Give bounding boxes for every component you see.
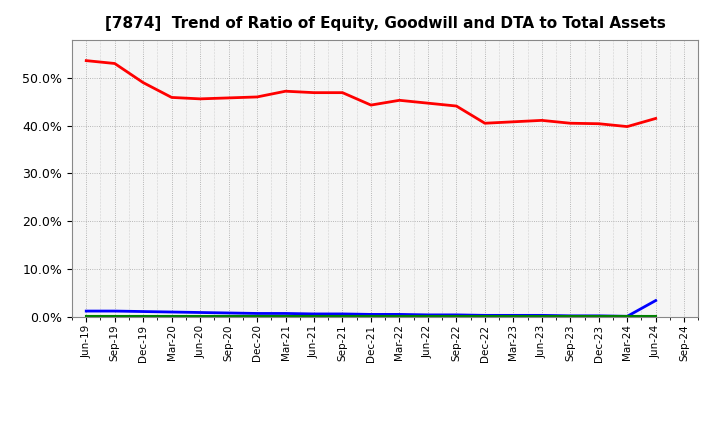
Deferred Tax Assets [338, 313, 347, 319]
Goodwill [110, 308, 119, 314]
Goodwill [196, 310, 204, 315]
Equity [566, 121, 575, 126]
Deferred Tax Assets [253, 313, 261, 319]
Deferred Tax Assets [110, 313, 119, 319]
Deferred Tax Assets [595, 313, 603, 319]
Equity [623, 124, 631, 129]
Equity [452, 103, 461, 109]
Goodwill [338, 311, 347, 316]
Deferred Tax Assets [167, 313, 176, 319]
Equity [595, 121, 603, 126]
Equity [139, 80, 148, 85]
Deferred Tax Assets [423, 313, 432, 319]
Equity [282, 88, 290, 94]
Deferred Tax Assets [566, 313, 575, 319]
Equity [423, 100, 432, 106]
Deferred Tax Assets [225, 313, 233, 319]
Goodwill [366, 312, 375, 317]
Goodwill [423, 312, 432, 318]
Deferred Tax Assets [395, 313, 404, 319]
Goodwill [282, 311, 290, 316]
Deferred Tax Assets [509, 313, 518, 319]
Goodwill [652, 298, 660, 303]
Goodwill [452, 312, 461, 318]
Deferred Tax Assets [480, 313, 489, 319]
Equity [395, 98, 404, 103]
Equity [509, 119, 518, 125]
Equity [310, 90, 318, 95]
Line: Equity: Equity [86, 61, 656, 127]
Goodwill [623, 314, 631, 319]
Goodwill [310, 311, 318, 316]
Equity [480, 121, 489, 126]
Goodwill [480, 313, 489, 318]
Deferred Tax Assets [82, 313, 91, 319]
Goodwill [509, 313, 518, 318]
Equity [537, 118, 546, 123]
Deferred Tax Assets [537, 313, 546, 319]
Goodwill [566, 313, 575, 319]
Goodwill [595, 313, 603, 319]
Line: Goodwill: Goodwill [86, 301, 656, 316]
Deferred Tax Assets [452, 313, 461, 319]
Equity [225, 95, 233, 101]
Equity [167, 95, 176, 100]
Goodwill [167, 309, 176, 315]
Equity [82, 58, 91, 63]
Equity [110, 61, 119, 66]
Equity [366, 103, 375, 108]
Deferred Tax Assets [139, 313, 148, 319]
Equity [338, 90, 347, 95]
Equity [196, 96, 204, 102]
Title: [7874]  Trend of Ratio of Equity, Goodwill and DTA to Total Assets: [7874] Trend of Ratio of Equity, Goodwil… [105, 16, 665, 32]
Equity [253, 94, 261, 99]
Equity [652, 116, 660, 121]
Deferred Tax Assets [196, 313, 204, 319]
Goodwill [253, 311, 261, 316]
Goodwill [395, 312, 404, 317]
Deferred Tax Assets [282, 313, 290, 319]
Goodwill [537, 313, 546, 318]
Deferred Tax Assets [652, 313, 660, 319]
Goodwill [225, 310, 233, 315]
Goodwill [82, 308, 91, 314]
Deferred Tax Assets [310, 313, 318, 319]
Deferred Tax Assets [366, 313, 375, 319]
Goodwill [139, 309, 148, 314]
Deferred Tax Assets [623, 313, 631, 319]
